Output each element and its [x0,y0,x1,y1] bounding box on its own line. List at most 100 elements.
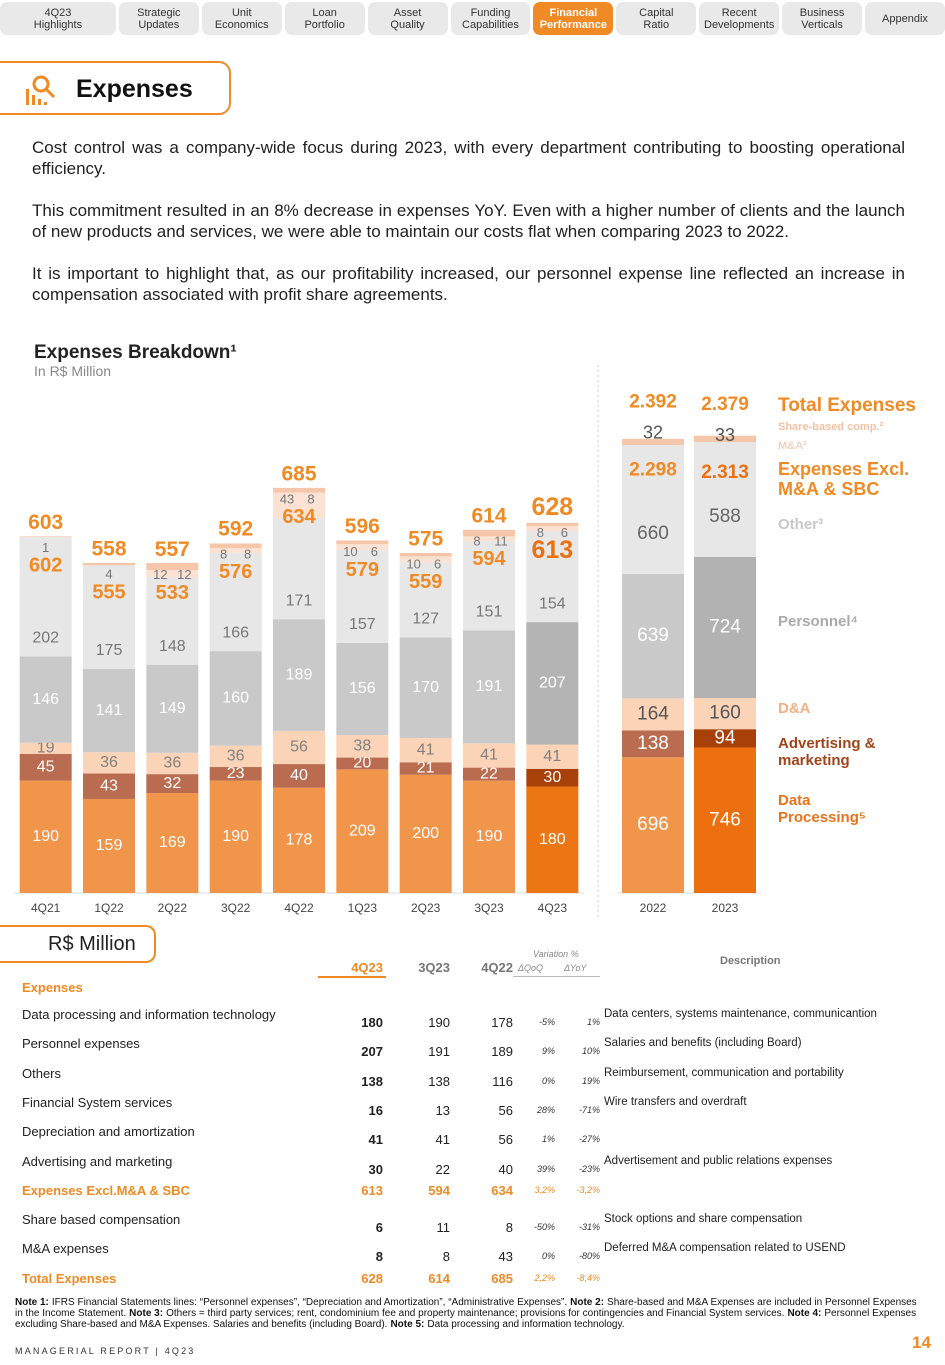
bar-segment [399,556,452,563]
segment-label: 56 [290,739,308,756]
variation-header: ΔYoY [564,963,587,973]
row-label: Share based compensation [22,1212,181,1228]
note-label: Note 3: [129,1308,164,1319]
bar-segment [273,787,325,893]
bar-segment [463,536,515,542]
legend-item: Advertising & marketing [778,735,876,769]
bar-segment [694,698,756,730]
bar-segment [336,735,389,758]
notes: Note 1: IFRS Financial Statements lines: … [15,1297,927,1330]
segment-label: 36 [100,754,118,771]
nav-tab[interactable]: Appendix [865,2,945,35]
segment-label: 22 [480,765,498,782]
bar-segment [273,518,325,620]
bar-segment [146,577,199,665]
nav-tab[interactable]: Funding Capabilities [450,2,531,35]
row-label: Total Expenses [22,1270,117,1286]
bar-segment [19,780,72,893]
nav-tab[interactable]: 4Q23 Highlights [0,2,116,35]
segment-label: 202 [32,630,59,647]
bar-segment [694,729,756,748]
segment-label: 154 [539,595,566,612]
bar-segment [336,642,389,736]
segment-label: 23 [227,765,245,782]
note-text: Data processing and information technolo… [427,1319,625,1330]
row-variation: 2,2% [534,1272,555,1283]
subtotal-label: 576 [219,561,252,583]
row-value: 594 [428,1182,450,1198]
bar-segment [209,745,262,768]
row-label: Advertising and marketing [22,1153,173,1169]
row-description: Stock options and share compensation [604,1213,803,1226]
segment-label: 169 [159,834,186,851]
segment-label: 43 [100,777,118,794]
segment-label: 149 [159,700,186,717]
bar-segment [622,757,684,893]
bar-segment [694,435,756,443]
segment-label: 164 [637,703,669,724]
segment-label: 166 [222,624,249,641]
segment-label: 159 [96,837,123,854]
segment-label: 32 [163,775,181,792]
note-label: Note 5: [390,1319,425,1330]
nav-tab[interactable]: Capital Ratio [616,2,697,35]
row-value: 11 [436,1220,451,1236]
row-value: 41 [368,1132,383,1148]
legend-item: Share-based comp.² [778,421,884,433]
segment-label: 171 [286,592,313,609]
bar-segment [694,556,756,698]
section-icon [26,75,56,105]
bar-segment [399,637,452,739]
nav-tab[interactable]: Business Verticals [782,2,863,35]
bar-segment [526,622,579,745]
row-label: Expenses Excl.M&A & SBC [22,1182,190,1198]
note-label: Note 4: [787,1308,822,1319]
bar-segment [336,757,389,770]
row-description: Deferred M&A compensation related to USE… [604,1242,846,1255]
bar-segment [273,730,325,765]
segment-label: 20 [353,755,371,772]
bar-segment [336,549,389,643]
row-variation: 19% [581,1075,600,1086]
row-value: 43 [498,1249,513,1265]
note-text: Others = third party services; rent, con… [166,1308,785,1319]
bar-segment [146,774,199,794]
nav-tab[interactable]: Asset Quality [367,2,448,35]
bar-segment [146,562,199,571]
nav-tab[interactable]: Financial Performance [533,2,614,35]
segment-label: 190 [32,828,59,845]
bar-segment [83,798,135,893]
bar-segment [83,562,135,566]
bar-segment [19,536,72,657]
row-variation: -50% [533,1222,555,1233]
nav-tab[interactable]: Unit Economics [201,2,282,35]
bar-segment [83,752,135,774]
nav-tab[interactable]: Strategic Updates [118,2,199,35]
footer: MANAGERIAL REPORT | 4Q23 [15,1346,196,1356]
bar-segment [83,668,135,753]
total-label: 2.392 [629,392,677,413]
nav-tab[interactable]: Loan Portfolio [284,2,365,35]
segment-label: 6 [434,556,441,571]
row-variation: -3,2% [576,1184,600,1195]
column-header: 4Q22 [481,960,513,975]
bar-segment [399,762,452,775]
row-value: 16 [368,1102,383,1118]
x-tick-label: 1Q23 [348,901,378,915]
bar-segment [209,767,262,781]
segment-label: 41 [543,748,561,765]
row-variation: 1% [541,1134,555,1145]
subtotal-label: 594 [472,548,506,570]
segment-label: 43 [280,491,294,506]
bar-segment [273,487,325,493]
segment-label: 191 [476,678,503,695]
nav-tab[interactable]: Recent Developments [699,2,780,35]
segment-label: 200 [412,825,439,842]
row-value: 6 [375,1220,383,1236]
bar-segment [146,664,199,753]
segment-label: 30 [543,769,561,786]
bar-segment [399,774,452,893]
row-label: Financial System services [22,1094,173,1110]
bar-segment [526,526,579,532]
total-label: 596 [345,515,380,538]
